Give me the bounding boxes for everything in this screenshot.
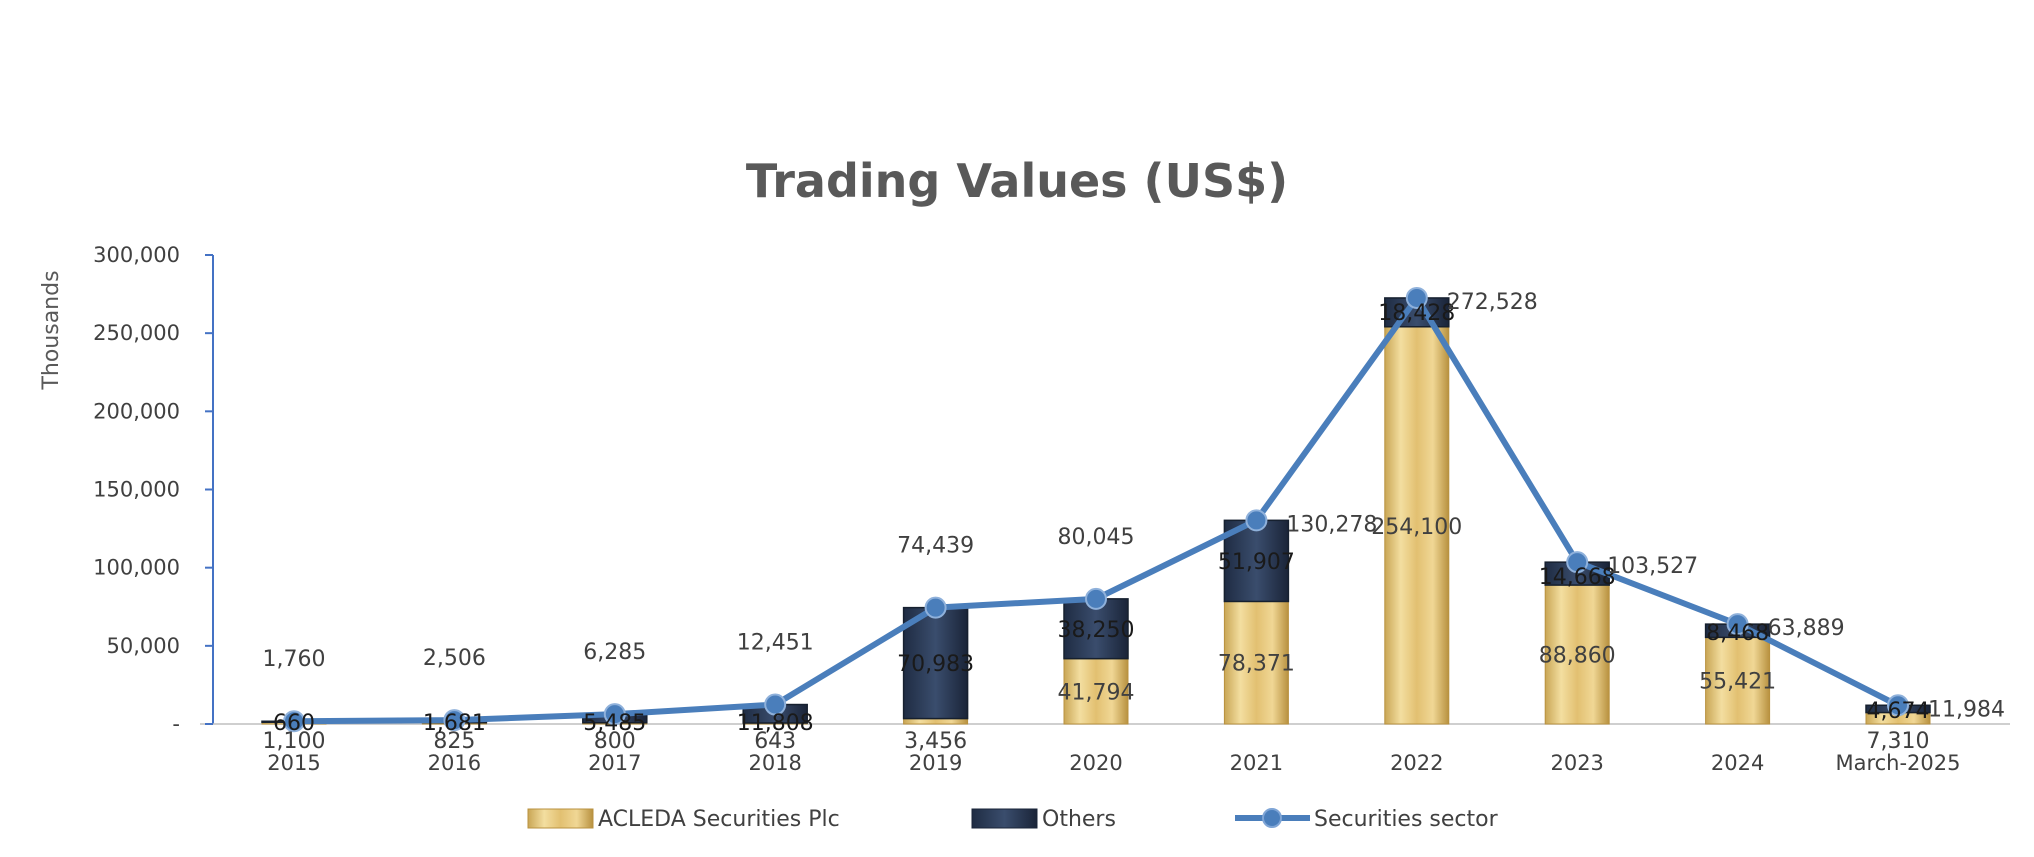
data-label-securities-sector: 1,760	[263, 647, 326, 672]
bar-acleda	[1705, 636, 1771, 725]
data-label-others: 1,681	[423, 711, 486, 736]
data-label-securities-sector: 6,285	[583, 640, 646, 665]
legend-item-others: Others	[971, 807, 1116, 832]
data-label-acleda: 88,860	[1539, 644, 1616, 669]
securities-sector-line	[283, 286, 1909, 733]
y-tick-label: -	[172, 712, 180, 736]
x-tick-label: 2016	[428, 751, 481, 775]
data-label-securities-sector: 11,984	[1928, 697, 2005, 722]
point-securities-sector	[924, 596, 947, 619]
x-tick-label: 2017	[588, 751, 641, 775]
data-label-acleda: 643	[754, 729, 796, 754]
data-label-acleda: 800	[594, 729, 636, 754]
y-tick-label: 250,000	[93, 321, 180, 345]
data-label-others: 11,808	[737, 711, 814, 736]
point-securities-sector	[1887, 694, 1909, 717]
data-label-securities-sector: 12,451	[737, 631, 814, 656]
point-securities-sector	[1726, 613, 1749, 636]
data-label-acleda: 3,456	[904, 729, 967, 754]
y-axis-label: Thousands	[39, 270, 64, 390]
x-tick-label: 2021	[1230, 751, 1283, 775]
point-securities-sector	[1566, 551, 1589, 574]
point-securities-sector	[1245, 509, 1268, 532]
x-tick-label: 2022	[1390, 751, 1443, 775]
data-label-securities-sector: 130,278	[1286, 512, 1377, 537]
y-tick-label: 100,000	[93, 556, 180, 580]
point-securities-sector	[764, 693, 787, 716]
legend-label-others: Others	[1042, 807, 1116, 832]
y-axis-ticks: - 50,000 100,000 150,000 200,000 250,000 300,0…	[93, 243, 213, 736]
bar-acleda	[903, 718, 969, 725]
data-label-securities-sector: 74,439	[897, 534, 974, 559]
data-label-others: 5,485	[583, 711, 646, 736]
chart-title: Trading Values (US$)	[746, 154, 1288, 208]
data-label-acleda: 254,100	[1371, 515, 1462, 540]
data-label-acleda: 55,421	[1699, 670, 1776, 695]
x-tick-label: 2020	[1069, 751, 1122, 775]
legend-swatch-others	[971, 808, 1038, 829]
x-tick-label: 2024	[1711, 751, 1764, 775]
data-label-acleda: 1,100	[263, 729, 326, 754]
y-tick-label: 50,000	[107, 634, 180, 658]
bar-acleda	[1544, 584, 1610, 725]
legend-swatch-acleda	[527, 808, 594, 829]
legend: ACLEDA Securities Plc Others Securities …	[527, 807, 1499, 832]
x-tick-label: 2023	[1550, 751, 1603, 775]
data-label-acleda: 78,371	[1218, 652, 1295, 677]
legend-label-securities-sector: Securities sector	[1314, 807, 1499, 832]
x-tick-label: 2015	[267, 751, 320, 775]
data-label-securities-sector: 272,528	[1447, 290, 1538, 315]
point-securities-sector	[1405, 286, 1428, 309]
legend-label-acleda: ACLEDA Securities Plc	[598, 807, 840, 832]
x-axis-ticks: 2015 2016 2017 2018 2019 2020 2021 2022 2023 2024…	[267, 751, 1960, 775]
point-securities-sector	[1085, 587, 1107, 610]
data-label-others: 8,468	[1706, 621, 1769, 646]
data-label-securities-sector: 80,045	[1058, 525, 1135, 550]
data-label-others: 660	[273, 711, 315, 736]
bar-acleda	[1063, 658, 1129, 725]
data-label-others: 70,983	[897, 652, 974, 677]
legend-item-securities-sector: Securities sector	[1235, 807, 1499, 832]
point-securities-sector	[603, 703, 626, 726]
bar-acleda	[1223, 600, 1289, 725]
data-label-securities-sector: 103,527	[1607, 554, 1698, 579]
data-label-securities-sector: 2,506	[423, 646, 486, 671]
data-label-others: 14,668	[1539, 565, 1616, 590]
data-label-others: 51,907	[1218, 550, 1295, 575]
point-securities-sector	[443, 709, 466, 732]
data-label-acleda: 41,794	[1058, 680, 1135, 705]
data-label-acleda: 7,310	[1867, 729, 1930, 754]
data-label-securities-sector: 63,889	[1768, 616, 1845, 641]
y-tick-label: 200,000	[93, 399, 180, 423]
bar-others	[902, 606, 969, 720]
data-label-others: 4,674	[1867, 699, 1930, 724]
y-tick-label: 300,000	[93, 243, 180, 267]
bars	[261, 297, 1931, 725]
x-tick-label: 2018	[748, 751, 801, 775]
data-label-others: 38,250	[1058, 618, 1135, 643]
y-tick-label: 150,000	[93, 478, 180, 502]
x-tick-label: 2019	[909, 751, 962, 775]
point-securities-sector	[283, 710, 305, 733]
x-tick-label: March-2025	[1835, 751, 1960, 775]
bar-acleda	[1384, 326, 1450, 725]
legend-item-acleda: ACLEDA Securities Plc	[527, 807, 840, 832]
data-label-acleda: 825	[433, 729, 475, 754]
data-label-others: 18,428	[1378, 301, 1455, 326]
legend-marker-securities-sector	[1262, 808, 1282, 828]
